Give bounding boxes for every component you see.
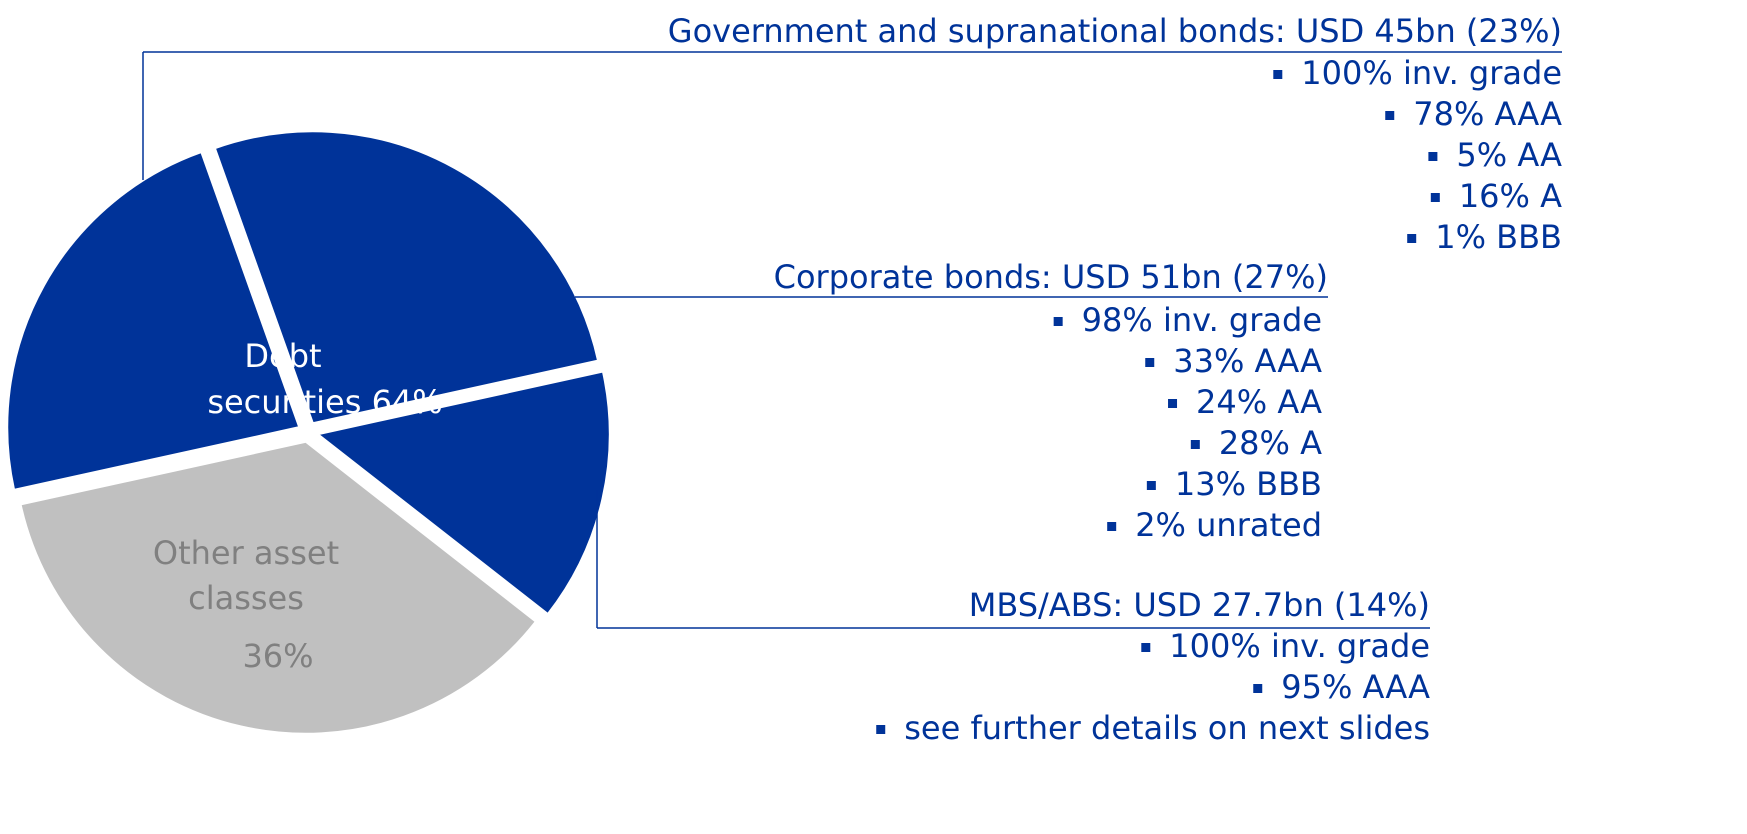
bullet: [1141, 643, 1151, 652]
bullet: [1430, 193, 1440, 202]
slice-label: Other asset: [153, 534, 339, 572]
callout-detail: 13% BBB: [1175, 465, 1322, 503]
callout-detail: 16% A: [1459, 177, 1562, 215]
callout-detail: 28% A: [1219, 424, 1322, 462]
pie-slice: [213, 130, 600, 425]
callout-detail: 1% BBB: [1435, 218, 1562, 256]
slice-value-label: 36%: [242, 637, 313, 675]
callout-detail: 100% inv. grade: [1301, 54, 1562, 92]
callout-detail: see further details on next slides: [904, 709, 1430, 747]
callout-detail: 24% AA: [1196, 383, 1322, 421]
callout-title: Corporate bonds: USD 51bn (27%): [774, 258, 1328, 296]
bullet: [1107, 522, 1117, 531]
slice-label: classes: [188, 579, 304, 617]
pie-slice: [6, 150, 301, 492]
bullet: [1273, 70, 1283, 79]
group-label: Debt: [244, 337, 321, 375]
callout-title: MBS/ABS: USD 27.7bn (14%): [969, 586, 1430, 624]
pie-slice: [315, 370, 611, 616]
callout-title: Government and supranational bonds: USD …: [668, 12, 1562, 50]
callout-detail: 100% inv. grade: [1169, 627, 1430, 665]
callout-detail: 95% AAA: [1281, 668, 1430, 706]
bullet: [1053, 317, 1063, 326]
callout-detail: 2% unrated: [1135, 506, 1322, 544]
callout-detail: 5% AA: [1456, 136, 1562, 174]
bullet: [1253, 684, 1263, 693]
bullet: [876, 725, 886, 734]
bullet: [1146, 481, 1156, 490]
group-label: securities 64%: [207, 383, 442, 421]
bullet: [1190, 440, 1200, 449]
callout-detail: 78% AAA: [1413, 95, 1562, 133]
bullet: [1145, 358, 1155, 367]
bullet: [1407, 234, 1417, 243]
callout-detail: 33% AAA: [1173, 342, 1322, 380]
bullet: [1168, 399, 1178, 408]
pie-slice: [19, 440, 538, 735]
bullet: [1428, 152, 1438, 161]
callout-detail: 98% inv. grade: [1082, 301, 1322, 339]
bullet: [1385, 111, 1395, 120]
